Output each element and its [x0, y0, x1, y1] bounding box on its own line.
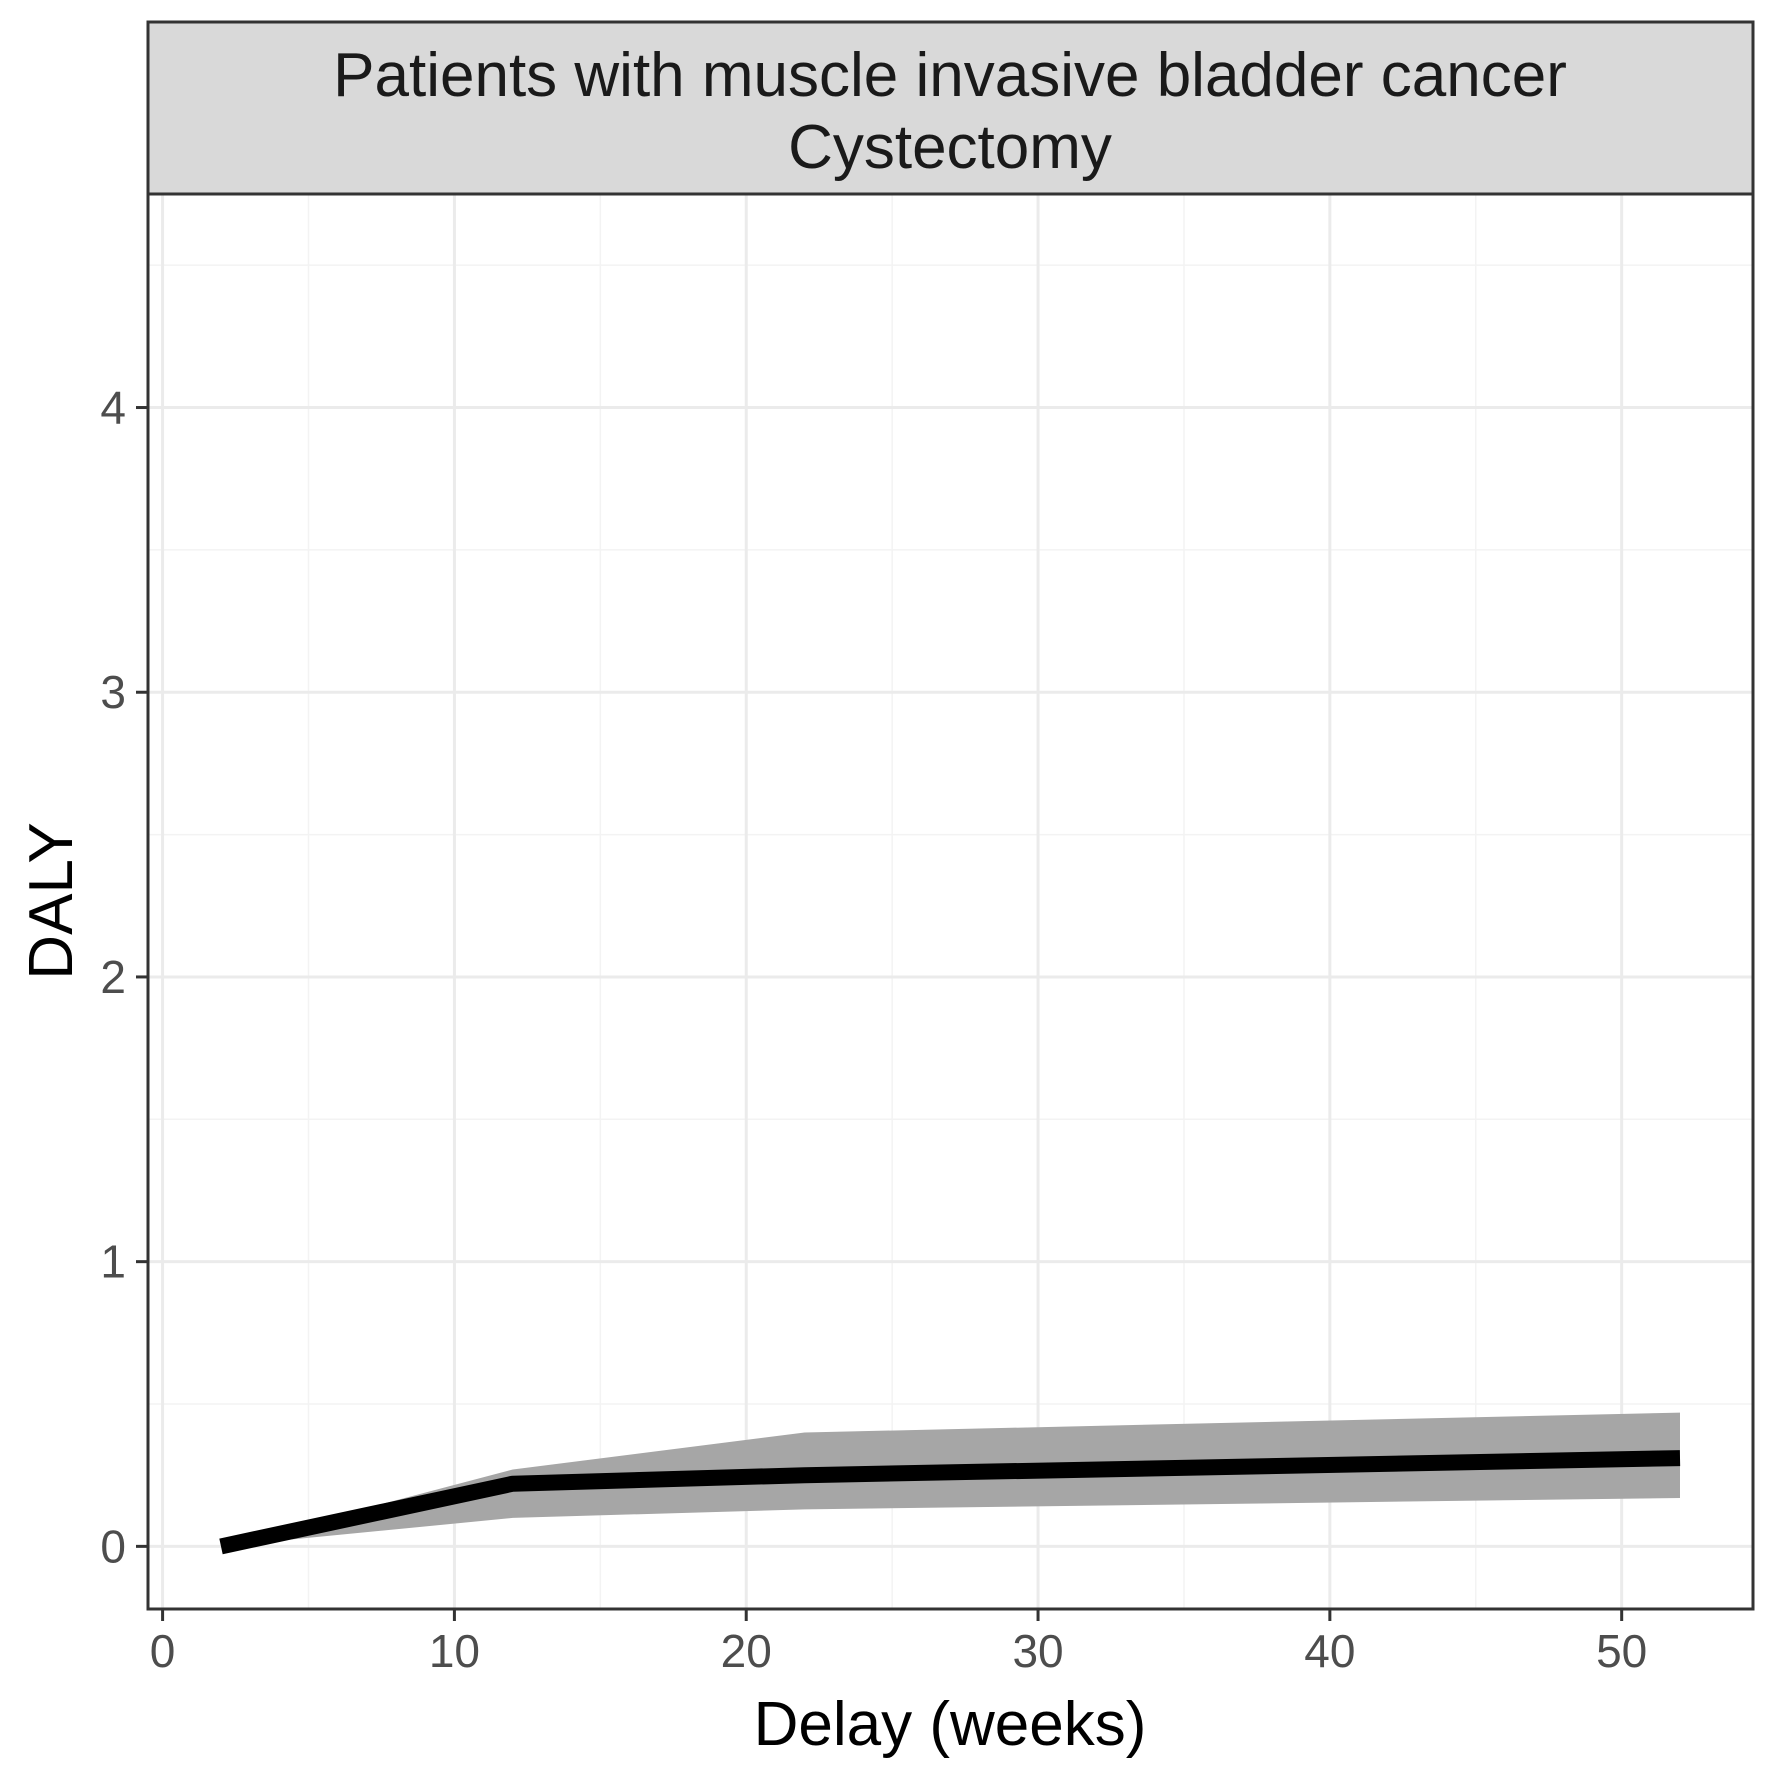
y-tick-label: 2 — [100, 951, 126, 1003]
y-tick-label: 0 — [100, 1520, 126, 1572]
facet-title-line-1: Patients with muscle invasive bladder ca… — [333, 41, 1567, 110]
y-axis: 0 1 2 3 4 — [100, 382, 148, 1572]
x-tick-label: 0 — [150, 1625, 176, 1677]
x-axis: 0 10 20 30 40 50 — [150, 1609, 1647, 1677]
facet-strip — [146, 20, 1755, 196]
grid-major — [148, 194, 1753, 1609]
facet-title-line-2: Cystectomy — [788, 113, 1112, 182]
plot-panel — [148, 194, 1753, 1609]
x-tick-label: 40 — [1304, 1625, 1355, 1677]
x-tick-label: 50 — [1596, 1625, 1647, 1677]
x-tick-label: 10 — [429, 1625, 480, 1677]
x-tick-label: 30 — [1012, 1625, 1063, 1677]
y-tick-label: 1 — [100, 1236, 126, 1288]
x-tick-label: 20 — [721, 1625, 772, 1677]
y-axis-title: DALY — [17, 822, 86, 979]
series-line — [219, 1450, 1681, 1555]
x-axis-title: Delay (weeks) — [754, 1690, 1147, 1759]
y-tick-label: 3 — [100, 666, 126, 718]
grid-minor — [148, 194, 1753, 1609]
y-tick-label: 4 — [100, 382, 126, 434]
panel-border — [146, 192, 1755, 1611]
